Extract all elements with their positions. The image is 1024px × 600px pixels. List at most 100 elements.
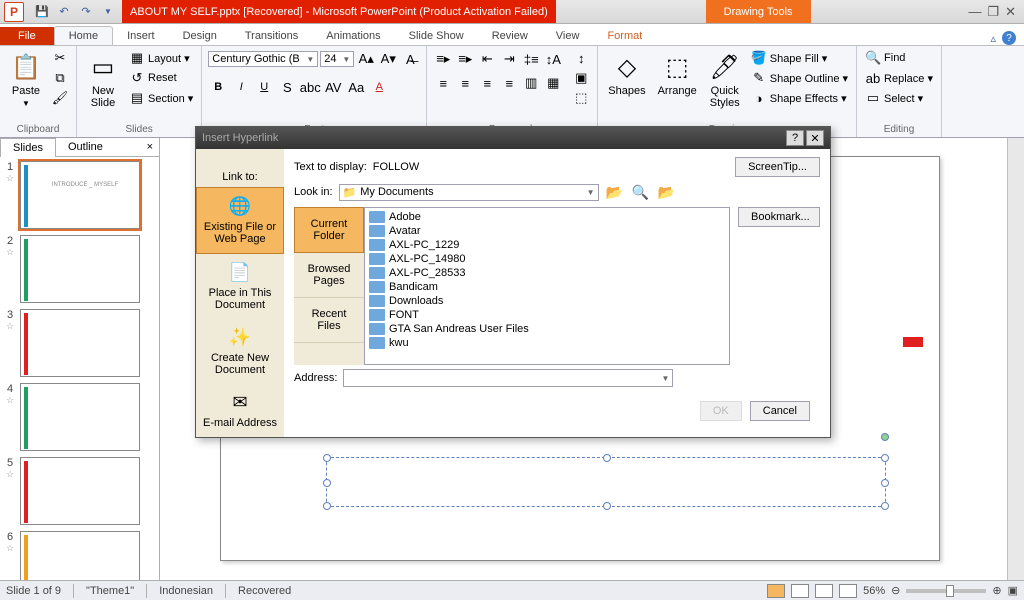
look-in-combo[interactable]: 📁 My Documents▼ [339,184,599,201]
address-combo[interactable]: ▼ [343,369,673,387]
shape-fill-button[interactable]: 🪣Shape Fill ▾ [749,49,850,67]
zoom-in-button[interactable]: ⊕ [992,584,1001,597]
normal-view-button[interactable] [767,584,785,598]
font-name-combo[interactable]: Century Gothic (B▼ [208,51,318,67]
file-item[interactable]: FONT [367,308,727,322]
redo-icon[interactable]: ↷ [78,4,94,20]
save-icon[interactable]: 💾 [34,4,50,20]
undo-icon[interactable]: ↶ [56,4,72,20]
current-folder-tab[interactable]: Current Folder [294,207,364,253]
link-existing-button[interactable]: 🌐Existing File or Web Page [196,187,284,254]
line-spacing-button[interactable]: ‡≡ [521,49,541,69]
align-text-menu[interactable]: ▣ [571,69,591,87]
text-direction-button[interactable]: ↕A [543,49,563,69]
tab-design[interactable]: Design [169,27,231,45]
dialog-help-icon[interactable]: ? [786,130,804,146]
up-folder-icon[interactable]: 📂 [605,183,625,201]
reset-button[interactable]: ↺Reset [127,69,195,87]
font-color-button[interactable]: A [369,77,389,97]
char-spacing-button[interactable]: AV [323,77,343,97]
restore-icon[interactable]: ❐ [987,4,999,20]
smartart-button[interactable]: ⬚ [571,89,591,107]
slide-thumbnail[interactable]: INTRODUCE _ MYSELF [20,161,140,229]
screentip-button[interactable]: ScreenTip... [735,157,820,177]
language-indicator[interactable]: Indonesian [159,585,213,597]
quick-styles-button[interactable]: 🖊Quick Styles [705,49,745,111]
shapes-button[interactable]: ◇Shapes [604,49,649,99]
outline-tab[interactable]: Outline [56,138,115,156]
paste-button[interactable]: 📋 Paste ▼ [6,49,46,110]
file-item[interactable]: Downloads [367,294,727,308]
columns-button[interactable]: ▥ [521,73,541,93]
thumbnails[interactable]: 1☆ INTRODUCE _ MYSELF 2☆ 3☆ 4☆ 5☆ 6☆ [0,157,159,580]
file-item[interactable]: Avatar [367,224,727,238]
tab-transitions[interactable]: Transitions [231,27,312,45]
align-center-button[interactable]: ≡ [455,73,475,93]
file-item[interactable]: Bandicam [367,280,727,294]
shrink-font-icon[interactable]: A▾ [378,49,398,69]
tab-format[interactable]: Format [593,27,656,45]
font-size-combo[interactable]: 24▼ [320,51,354,67]
tab-home[interactable]: Home [54,26,113,45]
cancel-button[interactable]: Cancel [750,401,810,421]
slide-thumbnail[interactable] [20,309,140,377]
browse-web-icon[interactable]: 🔍 [631,183,651,201]
italic-button[interactable]: I [231,77,251,97]
new-slide-button[interactable]: ▭ New Slide [83,49,123,111]
arrange-button[interactable]: ⬚Arrange [654,49,701,99]
justify-button[interactable]: ≡ [499,73,519,93]
underline-button[interactable]: U [254,77,274,97]
shape-outline-button[interactable]: ✎Shape Outline ▾ [749,69,850,87]
zoom-slider[interactable] [906,589,986,593]
cut-button[interactable]: ✂ [50,49,70,67]
numbering-button[interactable]: ≡▸ [455,49,475,69]
minimize-icon[interactable]: — [968,4,981,20]
file-item[interactable]: Adobe [367,210,727,224]
slides-tab[interactable]: Slides [0,138,56,157]
file-list[interactable]: AdobeAvatarAXL-PC_1229AXL-PC_14980AXL-PC… [364,207,730,365]
text-direction-menu[interactable]: ↕ [571,49,591,67]
link-email-button[interactable]: ✉E-mail Address [196,384,284,437]
shadow-button[interactable]: abc [300,77,320,97]
selection-box[interactable] [326,457,886,507]
file-item[interactable]: GTA San Andreas User Files [367,322,727,336]
fit-button[interactable]: ▣ [1008,584,1018,597]
change-case-button[interactable]: Aa [346,77,366,97]
format-painter-button[interactable]: 🖌 [50,89,70,107]
vertical-scrollbar[interactable] [1007,138,1024,580]
tab-view[interactable]: View [542,27,594,45]
align-right-button[interactable]: ≡ [477,73,497,93]
slide-thumbnail[interactable] [20,457,140,525]
browse-file-icon[interactable]: 📂 [657,183,677,201]
section-button[interactable]: ▤Section ▾ [127,89,195,107]
align-left-button[interactable]: ≡ [433,73,453,93]
file-item[interactable]: AXL-PC_28533 [367,266,727,280]
minimize-ribbon-icon[interactable]: ▵ [990,32,996,45]
tab-slideshow[interactable]: Slide Show [395,27,478,45]
file-item[interactable]: AXL-PC_14980 [367,252,727,266]
replace-button[interactable]: abReplace ▾ [863,69,935,87]
help-icon[interactable]: ? [1002,31,1016,45]
slideshow-view-button[interactable] [839,584,857,598]
tab-insert[interactable]: Insert [113,27,169,45]
bold-button[interactable]: B [208,77,228,97]
clear-format-icon[interactable]: A̶ [400,49,420,69]
layout-button[interactable]: ▦Layout ▾ [127,49,195,67]
file-item[interactable]: AXL-PC_1229 [367,238,727,252]
copy-button[interactable]: ⧉ [50,69,70,87]
slide-thumbnail[interactable] [20,235,140,303]
tab-animations[interactable]: Animations [312,27,394,45]
reading-view-button[interactable] [815,584,833,598]
tab-review[interactable]: Review [478,27,542,45]
outdent-button[interactable]: ⇤ [477,49,497,69]
shape-effects-button[interactable]: ◑Shape Effects ▾ [749,89,850,107]
close-icon[interactable]: ✕ [1005,4,1016,20]
zoom-out-button[interactable]: ⊖ [891,584,900,597]
select-button[interactable]: ▭Select ▾ [863,89,935,107]
link-place-button[interactable]: 📄Place in This Document [196,254,284,319]
find-button[interactable]: 🔍Find [863,49,935,67]
indent-button[interactable]: ⇥ [499,49,519,69]
sorter-view-button[interactable] [791,584,809,598]
slide-thumbnail[interactable] [20,383,140,451]
strike-button[interactable]: S [277,77,297,97]
